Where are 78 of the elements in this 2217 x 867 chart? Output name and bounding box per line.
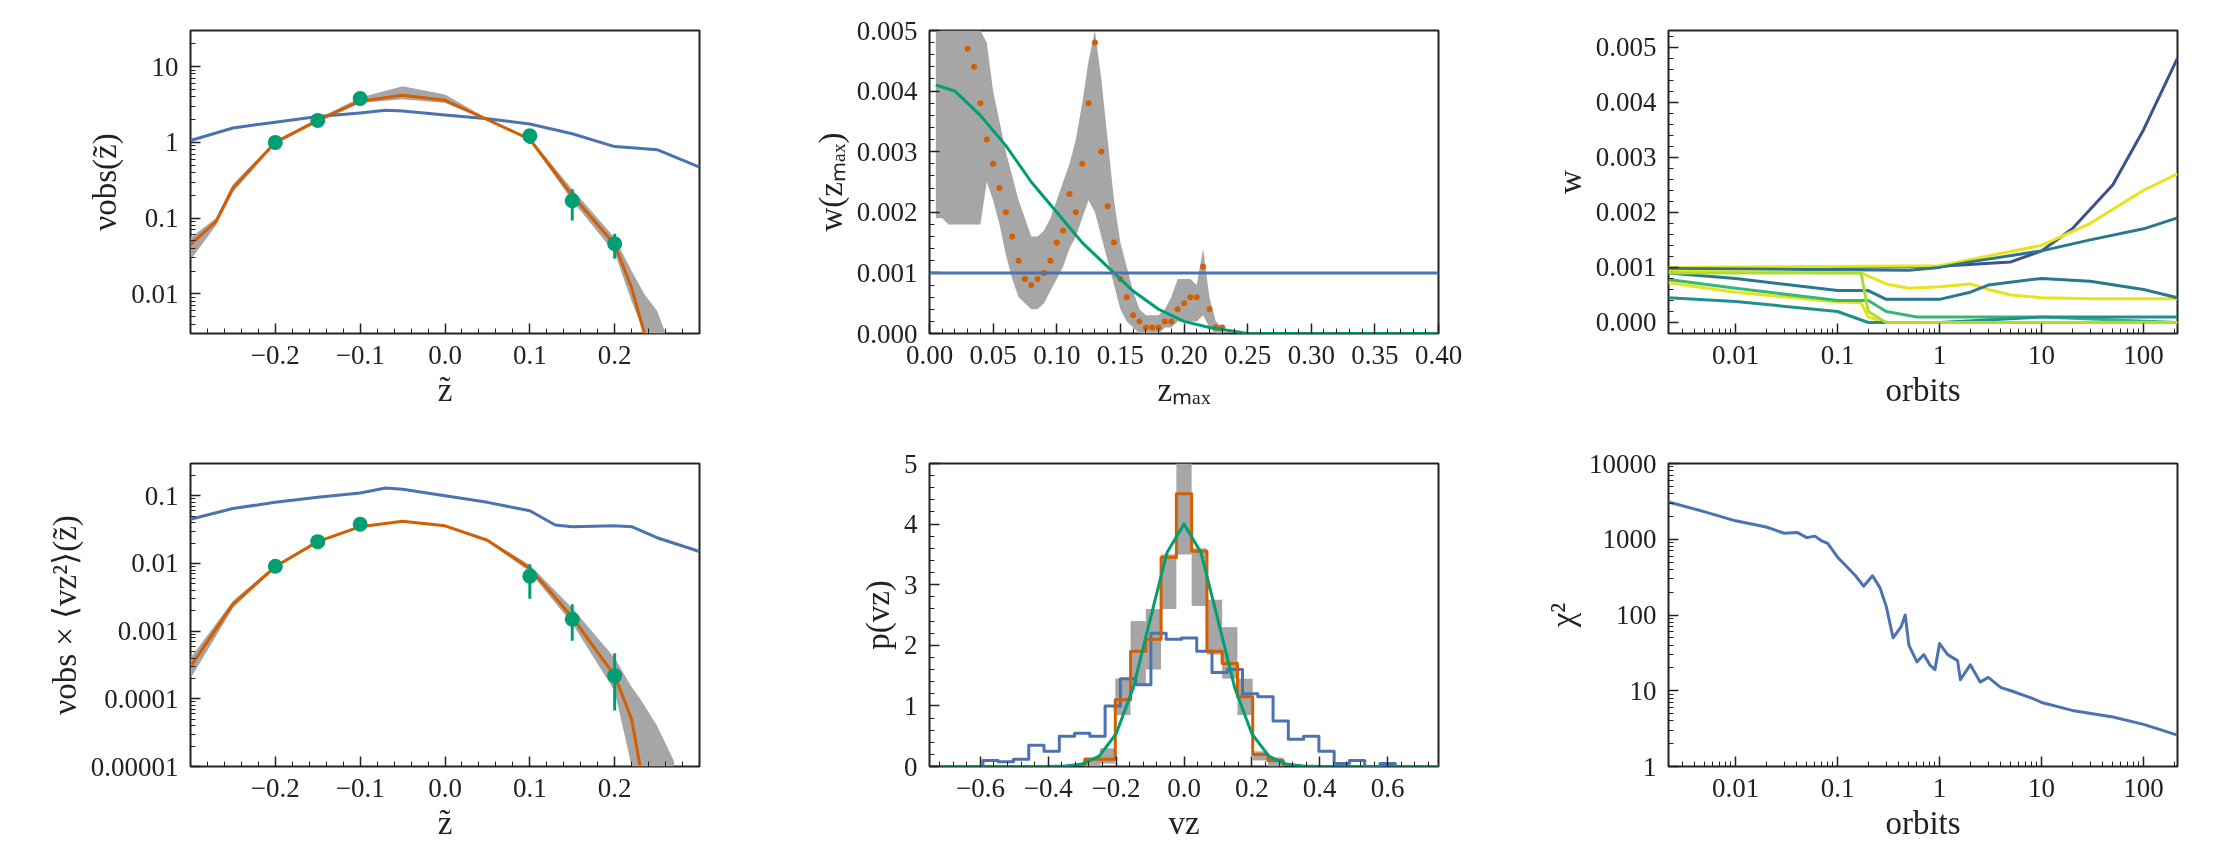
y-tick-label: 0.000 xyxy=(1595,307,1657,338)
y-tick-label: 1 xyxy=(904,690,918,721)
y-tick-label: 100 xyxy=(1616,600,1657,630)
x-tick-label: 1 xyxy=(1932,339,1947,370)
y-tick-label: 0.003 xyxy=(1595,142,1657,173)
x-tick-label: 0.1 xyxy=(1820,339,1855,370)
y-axis-title: νobs × ⟨vz²⟩(z̃) xyxy=(46,515,84,715)
y-tick-label: 0.002 xyxy=(856,197,918,228)
y-tick-label: 10000 xyxy=(1589,448,1657,479)
x-tick-label: 0.40 xyxy=(1414,339,1463,370)
x-tick-label: 0.25 xyxy=(1224,339,1272,370)
x-tick-label: 0.0 xyxy=(428,339,462,370)
x-tick-label: 0.1 xyxy=(512,339,547,370)
y-tick-label: 3 xyxy=(904,569,918,600)
y-tick-label: 0.003 xyxy=(856,136,918,167)
x-tick-label: 0.05 xyxy=(969,339,1017,370)
x-tick-label: 10 xyxy=(2028,772,2056,803)
y-tick-label: 0.00001 xyxy=(90,751,179,782)
y-tick-label: 1 xyxy=(165,127,179,158)
x-tick-label: 1 xyxy=(1932,772,1947,803)
y-tick-label: 10 xyxy=(1629,675,1657,706)
x-tick-label: 0.01 xyxy=(1711,772,1760,803)
y-tick-label: 0.005 xyxy=(856,15,918,46)
x-tick-label: 0.2 xyxy=(1234,772,1269,803)
x-tick-label: 0.0 xyxy=(428,772,462,803)
y-tick-label: 0.005 xyxy=(1595,32,1657,63)
x-tick-label: 0.4 xyxy=(1302,772,1338,803)
x-axis-title: z̃ xyxy=(437,804,453,841)
y-axis-title: w xyxy=(1551,169,1588,194)
y-tick-label: 5 xyxy=(904,448,918,479)
x-axis-title: zₘₐₓ xyxy=(1157,371,1212,408)
x-tick-label: 0.20 xyxy=(1160,339,1208,370)
x-tick-label: −0.2 xyxy=(250,339,300,370)
y-tick-label: 0.001 xyxy=(856,257,918,288)
y-tick-label: 1000 xyxy=(1602,524,1657,555)
x-axis-title: orbits xyxy=(1885,804,1961,841)
y-tick-label: 4 xyxy=(904,509,918,540)
y-tick-label: 0.001 xyxy=(1595,252,1657,283)
y-axis-title: νobs(z̃) xyxy=(87,133,125,231)
y-tick-label: 2 xyxy=(904,630,918,661)
x-tick-label: 0.35 xyxy=(1351,339,1399,370)
x-tick-label: 0.30 xyxy=(1287,339,1335,370)
x-tick-label: −0.4 xyxy=(1023,772,1074,803)
y-axis-title: p(vz) xyxy=(860,580,897,650)
y-tick-label: 0.01 xyxy=(131,548,179,579)
x-axis-title: orbits xyxy=(1885,371,1961,408)
y-tick-label: 0.004 xyxy=(1595,87,1657,118)
x-tick-label: −0.6 xyxy=(955,772,1005,803)
x-tick-label: −0.2 xyxy=(1091,772,1141,803)
y-axis-title: w(zₘₐₓ) xyxy=(812,132,850,232)
y-tick-label: 0.1 xyxy=(144,203,179,234)
x-tick-label: 0.1 xyxy=(1820,772,1855,803)
x-tick-label: −0.1 xyxy=(335,772,385,803)
y-tick-label: 0.01 xyxy=(131,278,179,309)
x-axis-title: z̃ xyxy=(437,371,453,408)
x-tick-label: 0.15 xyxy=(1096,339,1144,370)
x-tick-label: 0.10 xyxy=(1033,339,1081,370)
x-tick-label: −0.1 xyxy=(335,339,385,370)
x-tick-label: 0.0 xyxy=(1167,772,1201,803)
x-tick-label: 100 xyxy=(2123,339,2164,370)
x-tick-label: 100 xyxy=(2123,772,2164,803)
x-axis-title: vz xyxy=(1168,804,1200,841)
y-tick-label: 1 xyxy=(1643,751,1657,782)
x-tick-label: 0.2 xyxy=(597,339,632,370)
y-tick-label: 0.001 xyxy=(117,616,179,647)
y-tick-label: 0.004 xyxy=(856,76,918,107)
x-tick-label: 0.2 xyxy=(597,772,632,803)
x-tick-label: 0.1 xyxy=(512,772,547,803)
y-tick-label: 10 xyxy=(151,51,179,82)
x-tick-label: 0.6 xyxy=(1370,772,1405,803)
y-tick-label: 0 xyxy=(904,751,918,782)
x-tick-label: 10 xyxy=(2028,339,2056,370)
y-tick-label: 0.002 xyxy=(1595,197,1657,228)
y-tick-label: 0.1 xyxy=(144,480,179,511)
y-tick-label: 0.0001 xyxy=(104,683,179,714)
x-tick-label: −0.2 xyxy=(250,772,300,803)
x-tick-label: 0.01 xyxy=(1711,339,1760,370)
y-axis-title: χ² xyxy=(1545,602,1581,629)
